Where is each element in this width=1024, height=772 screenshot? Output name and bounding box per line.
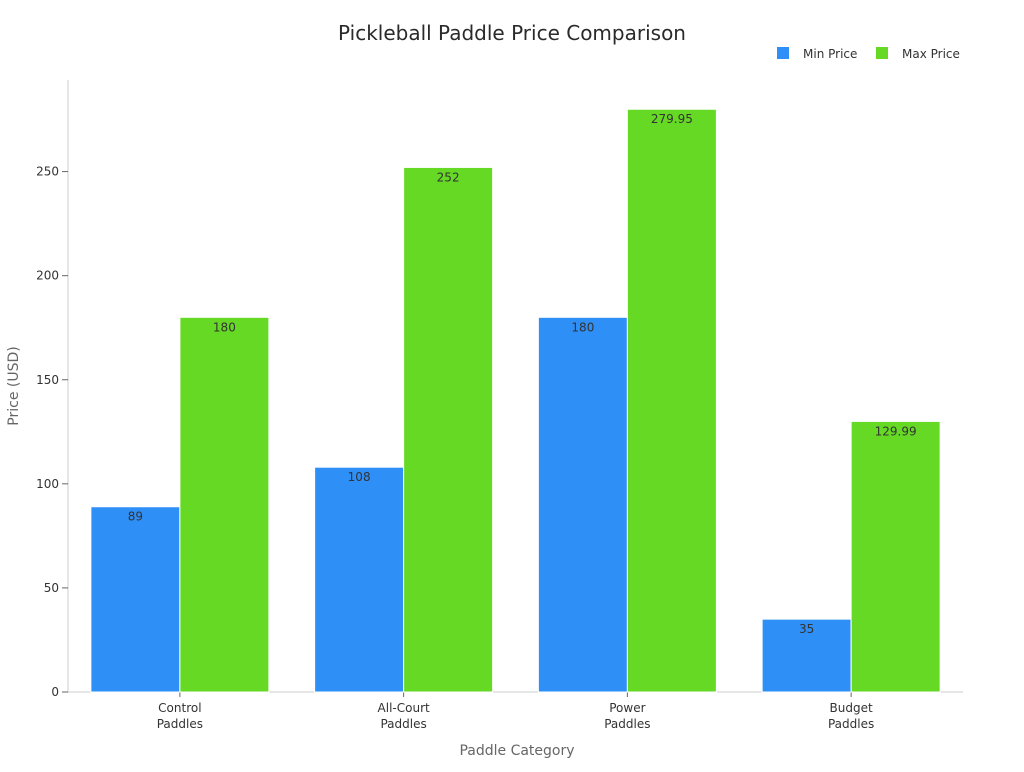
x-tick-label: Control	[158, 701, 201, 715]
bar-value-label: 35	[799, 622, 814, 636]
chart-title: Pickleball Paddle Price Comparison	[338, 21, 686, 45]
bar-value-label: 279.95	[651, 112, 693, 126]
x-tick-label: Power	[609, 701, 645, 715]
y-axis-label: Price (USD)	[6, 346, 22, 425]
bar-value-label: 108	[348, 470, 371, 484]
x-tick-label: Budget	[830, 701, 873, 715]
x-tick-label: Paddles	[380, 717, 426, 731]
legend: Min Price Max Price	[777, 47, 960, 61]
bar-max-price	[626, 108, 717, 693]
bars-group	[90, 108, 941, 693]
bar-min-price	[90, 506, 181, 693]
bar-max-price	[403, 166, 494, 693]
x-tick-label: Paddles	[157, 717, 203, 731]
y-tick-label: 200	[36, 269, 59, 283]
bar-min-price	[761, 618, 852, 693]
bar-max-price	[179, 316, 270, 693]
bar-value-label: 180	[213, 320, 236, 334]
y-tick-label: 0	[51, 685, 59, 699]
y-axis: 0 50 100 150 200 250	[36, 80, 69, 699]
x-tick-label: All-Court	[378, 701, 430, 715]
x-tick-label: Paddles	[828, 717, 874, 731]
legend-label: Max Price	[902, 47, 960, 61]
legend-swatch	[876, 47, 888, 59]
bar-value-label: 180	[571, 320, 594, 334]
x-axis-label: Paddle Category	[459, 743, 574, 759]
legend-swatch	[777, 47, 789, 59]
y-tick-label: 100	[36, 477, 59, 491]
bar-min-price	[314, 466, 405, 693]
y-tick-label: 250	[36, 165, 59, 179]
x-axis: Control Paddles All-Court Paddles Power Paddl…	[68, 691, 963, 731]
bar-max-price	[850, 420, 941, 693]
bar-value-label: 252	[437, 170, 460, 184]
legend-label: Min Price	[803, 47, 857, 61]
bar-value-label: 129.99	[875, 424, 917, 438]
bar-labels-group: 89 180 108 252 180 279.95 35 129.99	[128, 112, 917, 636]
x-tick-label: Paddles	[604, 717, 650, 731]
y-tick-label: 50	[44, 581, 59, 595]
y-tick-label: 150	[36, 373, 59, 387]
bar-min-price	[537, 316, 628, 693]
bar-value-label: 89	[128, 510, 143, 524]
